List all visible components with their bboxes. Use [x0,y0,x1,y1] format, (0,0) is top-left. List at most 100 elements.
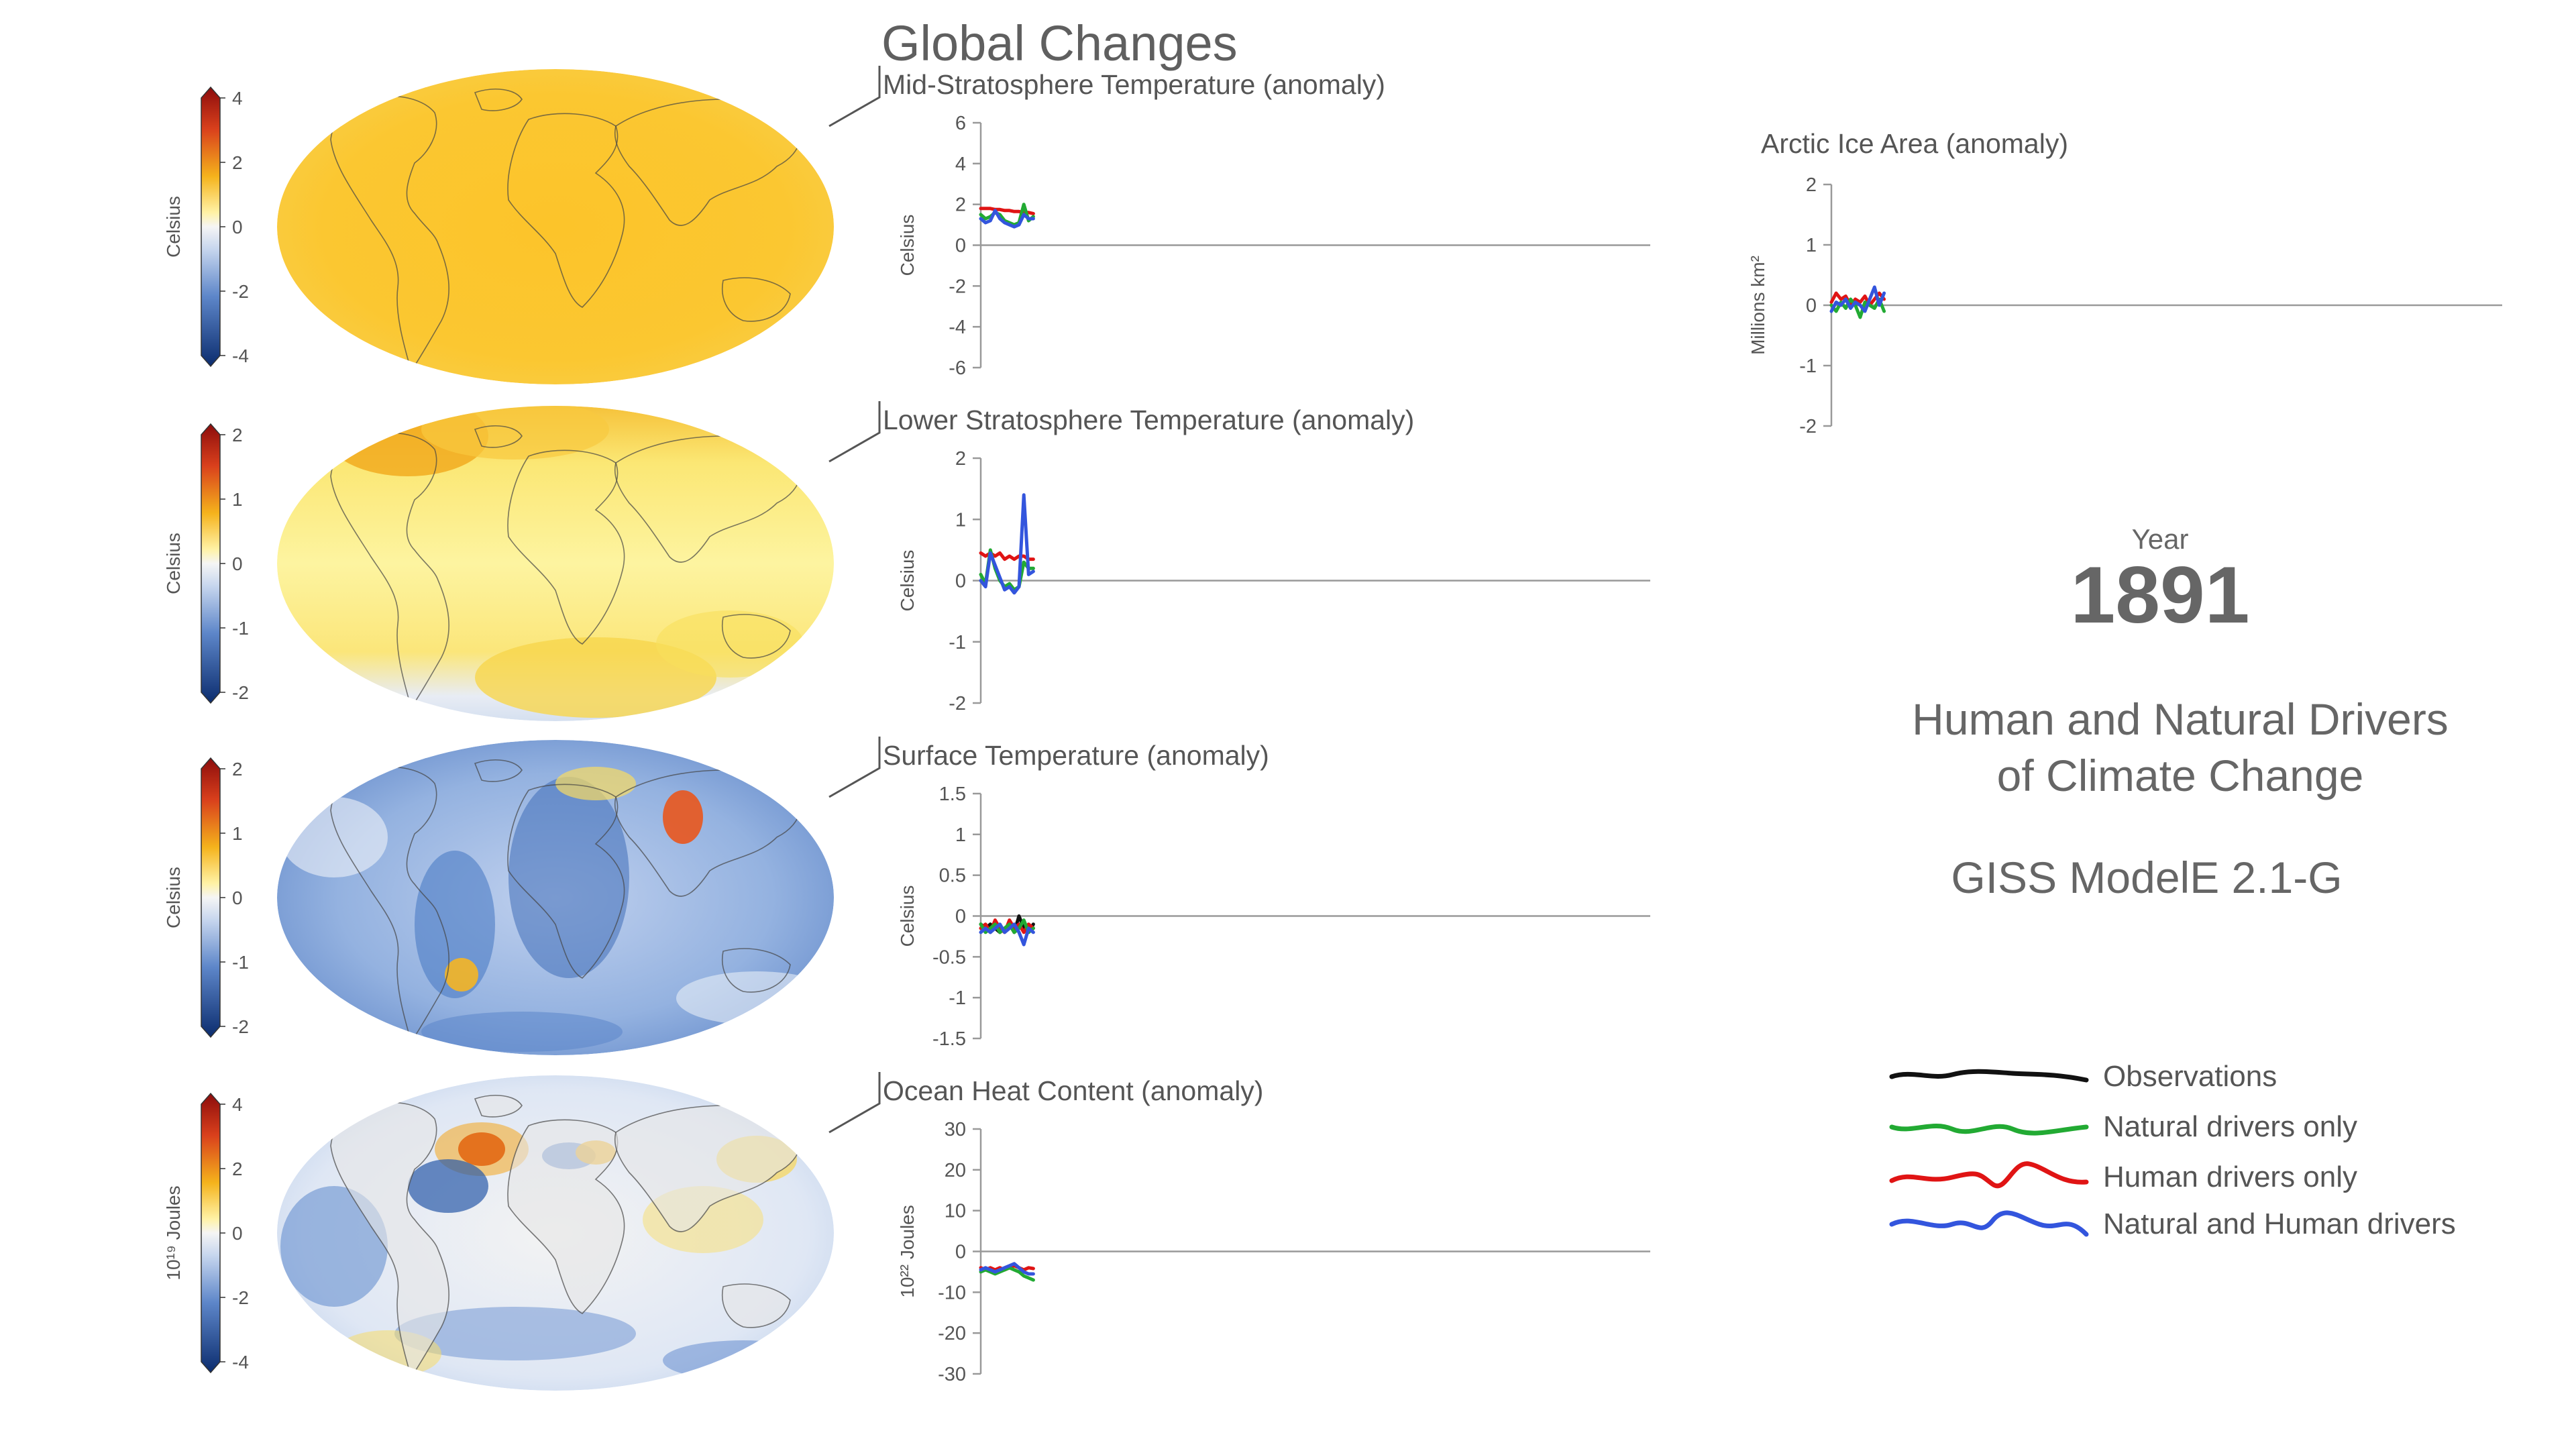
anomaly-region [663,790,703,844]
legend-label: Natural drivers only [2103,1110,2358,1143]
anomaly-region [663,1340,824,1381]
anomaly-region [280,797,388,877]
y-tick-label: 1.5 [939,784,966,805]
chart-title: Ocean Heat Content (anomaly) [883,1075,1263,1106]
y-axis-label: Celsius [897,550,918,612]
legend-item-natural: Natural drivers only [1885,1104,2556,1150]
y-tick-label: 20 [945,1160,966,1181]
series-line [1829,285,1886,313]
colorbar-tick-label: 4 [232,1094,243,1115]
black-wavy-line-icon [1889,1069,2089,1083]
y-tick-label: -2 [1799,416,1817,437]
chart-title: Surface Temperature (anomaly) [883,740,1269,771]
y-tick-label: 1 [1806,235,1817,256]
y-tick-label: -1 [949,632,966,653]
ocean-heat-map [277,1075,834,1391]
colorbar-tick-label: -1 [232,618,249,639]
continent-outline [722,1283,791,1328]
colorbar-tick-label: 0 [232,1223,243,1244]
colorbar-unit-label: 10¹⁹ Joules [163,1185,184,1280]
series-line [979,1262,1035,1276]
y-tick-label: -10 [938,1282,966,1303]
y-tick-label: 0 [955,1242,966,1263]
blue-wavy-line-icon [1889,1210,2089,1237]
mid-stratosphere-map [277,69,834,384]
anomaly-region [421,1012,623,1052]
chart-4: Ocean Heat Content (anomaly) 30 20 10 0 -10 -2… [828,1072,1650,1385]
colorbar-tick-label: -2 [232,281,249,302]
info-title: Human and Natural Drivers of Climate Cha… [1811,691,2549,804]
y-tick-label: 2 [1806,174,1817,196]
colorbar-gradient [201,757,221,1038]
y-tick-label: -4 [949,317,966,338]
anomaly-region [280,1186,388,1307]
colorbar-tick-label: -4 [232,1352,249,1373]
continent-outline [474,89,523,111]
colorbar-tick-label: 1 [232,489,243,510]
colorbar-tick-label: 0 [232,553,243,574]
anomaly-region [421,406,609,460]
colorbar-tick-label: 1 [232,823,243,844]
chart-1: Mid-Stratosphere Temperature (anomaly) 6 4… [828,66,1650,379]
y-axis-label: Millions km² [1748,256,1768,355]
legend-label: Human drivers only [2103,1161,2358,1193]
colorbar-tick-label: -2 [232,1016,249,1037]
green-wavy-line-icon [1889,1123,2089,1136]
y-tick-label: 0 [955,571,966,592]
red-wavy-line-icon [1889,1161,2089,1189]
y-tick-label: -2 [949,276,966,297]
y-tick-label: 2 [955,448,966,470]
continent-outline [474,425,523,448]
colorbar-tick-label: -2 [232,1287,249,1308]
y-tick-label: 10 [945,1201,966,1222]
continent-outline [507,449,625,645]
colorbar-unit-label: Celsius [163,867,184,928]
legend-label: Natural and Human drivers [2103,1208,2456,1240]
anomaly-region [676,971,834,1025]
chart-5: Arctic Ice Area (anomaly) 2 1 0 -1 -2 Millions… [1748,128,2502,437]
colorbar-gradient [201,1092,221,1374]
title-connector [828,401,881,463]
continent-outline [722,948,791,993]
year-value: 1891 [2070,550,2250,640]
continent-outline [330,766,449,1043]
anomaly-region [475,637,716,718]
y-tick-label: 2 [955,195,966,216]
colorbar-tick-label: -4 [232,345,249,366]
continent-outline [330,95,449,372]
legend-item-both: Natural and Human drivers [1885,1201,2556,1248]
colorbar-tick-label: -1 [232,952,249,973]
continent-outline [330,1102,449,1379]
colorbar: 4 2 0 -2 -4 10¹⁹ Joules [163,1092,249,1374]
legend-item-observations: Observations [1885,1053,2556,1100]
colorbar-tick-label: 4 [232,88,243,109]
chart-2: Lower Stratosphere Temperature (anomaly)… [828,401,1650,714]
colorbar: 2 1 0 -1 -2 Celsius [163,423,249,704]
colorbar-tick-label: -2 [232,682,249,703]
surface-temperature-map [277,740,834,1055]
model-name: GISS ModelE 2.1-G [1951,853,2343,902]
y-tick-label: -20 [938,1323,966,1344]
y-tick-label: 0 [955,235,966,257]
globe-background [277,69,834,384]
y-axis-label: Celsius [897,885,918,947]
series-line [979,203,1035,227]
y-tick-label: 0.5 [939,865,966,887]
series-line [979,922,1035,947]
anomaly-region [408,1159,488,1213]
chart-3: Surface Temperature (anomaly) 1.5 1 0.5 0 -0.… [828,737,1650,1050]
legend-label: Observations [2103,1060,2277,1093]
y-tick-label: -6 [949,358,966,379]
colorbar-tick-label: 0 [232,888,243,908]
continent-outline [722,614,791,659]
title-connector [828,737,881,798]
series-line [979,209,1035,229]
title-connector [828,66,881,127]
colorbar-tick-label: 2 [232,1159,243,1179]
info-title-line1: Human and Natural Drivers [1912,694,2449,744]
colorbar: 2 1 0 -1 -2 Celsius [163,757,249,1038]
anomaly-region [394,1307,636,1360]
year-label: Year [2131,523,2189,555]
y-tick-label: 1 [955,509,966,531]
